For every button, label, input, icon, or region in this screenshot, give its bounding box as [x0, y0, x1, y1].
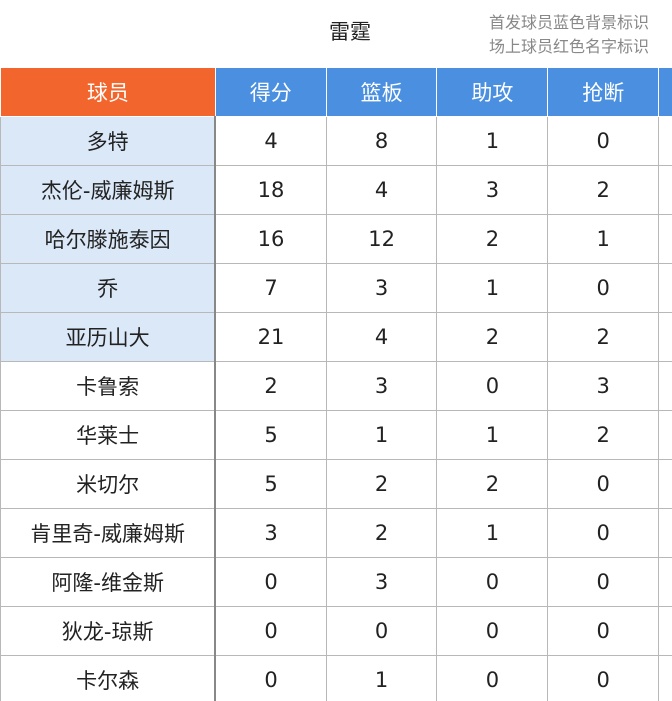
stat-cell: 3: [325, 557, 438, 607]
stat-cell: 5: [214, 459, 327, 509]
column-header: 得分: [214, 67, 327, 117]
stat-cell: 0: [325, 606, 438, 656]
stat-cell: 2: [214, 361, 327, 411]
stat-cell: 16: [214, 214, 327, 264]
table-row: 多特48101: [0, 116, 672, 166]
table-row: 卡鲁索23030: [0, 361, 672, 411]
stat-cell: 4: [325, 312, 438, 362]
stat-cell: 2: [325, 459, 438, 509]
stat-cell: 0: [547, 508, 660, 558]
stat-cell: 7: [214, 263, 327, 313]
stat-cell: 0: [658, 557, 672, 607]
player-name: 亚历山大: [0, 312, 217, 362]
stat-cell: 1: [436, 410, 549, 460]
stat-cell: 12: [325, 214, 438, 264]
stat-cell: 1: [436, 508, 549, 558]
table-row: 米切尔52200: [0, 459, 672, 509]
table-row: 亚历山大214220: [0, 312, 672, 362]
column-header: 助攻: [436, 67, 549, 117]
table-row: 哈尔滕施泰因1612210: [0, 214, 672, 264]
stat-cell: 3: [547, 361, 660, 411]
table-row: 华莱士51121: [0, 410, 672, 460]
stat-cell: 0: [436, 361, 549, 411]
stat-cell: 3: [325, 361, 438, 411]
stat-cell: 0: [658, 459, 672, 509]
stat-cell: 21: [214, 312, 327, 362]
stat-cell: 2: [325, 508, 438, 558]
stat-cell: 0: [658, 214, 672, 264]
stat-cell: 0: [658, 312, 672, 362]
column-header: 篮板: [325, 67, 438, 117]
stat-cell: 0: [547, 655, 660, 701]
table-row: 卡尔森01000: [0, 655, 672, 701]
stat-cell: 2: [547, 410, 660, 460]
stat-cell: 0: [547, 459, 660, 509]
stat-cell: 0: [658, 361, 672, 411]
stat-cell: 8: [325, 116, 438, 166]
stat-cell: 0: [547, 557, 660, 607]
column-header: 球员: [0, 67, 216, 117]
player-name: 米切尔: [0, 459, 217, 509]
player-name: 肯里奇-威廉姆斯: [0, 508, 217, 558]
stat-cell: 2: [436, 312, 549, 362]
stat-cell: 0: [547, 606, 660, 656]
stat-cell: 2: [547, 312, 660, 362]
stat-cell: 0: [547, 116, 660, 166]
player-name: 多特: [0, 116, 217, 166]
table-row: 阿隆-维金斯03000: [0, 557, 672, 607]
player-name: 卡尔森: [0, 655, 217, 701]
stat-cell: 0: [658, 606, 672, 656]
stat-cell: 3: [325, 263, 438, 313]
stat-cell: 3: [436, 165, 549, 215]
table-row: 杰伦-威廉姆斯184323: [0, 165, 672, 215]
note: 场上球员红色名字标识: [489, 37, 650, 56]
stat-cell: 3: [214, 508, 327, 558]
table-row: 乔73100: [0, 263, 672, 313]
stat-cell: 0: [436, 655, 549, 701]
stat-cell: 1: [436, 116, 549, 166]
stat-cell: 4: [214, 116, 327, 166]
stat-cell: 5: [214, 410, 327, 460]
stat-cell: 0: [658, 263, 672, 313]
note: 首发球员蓝色背景标识: [489, 13, 650, 32]
header-row: 球员得分篮板助攻抢断盖帽: [0, 67, 672, 117]
stat-cell: 1: [436, 263, 549, 313]
stat-cell: 1: [325, 410, 438, 460]
table-row: 狄龙-琼斯00000: [0, 606, 672, 656]
stat-cell: 0: [436, 557, 549, 607]
stat-cell: 1: [547, 214, 660, 264]
player-name: 阿隆-维金斯: [0, 557, 217, 607]
player-name: 乔: [0, 263, 217, 313]
stat-cell: 2: [436, 459, 549, 509]
player-name: 华莱士: [0, 410, 217, 460]
stat-cell: 18: [214, 165, 327, 215]
player-name: 杰伦-威廉姆斯: [0, 165, 217, 215]
stat-cell: 0: [658, 655, 672, 701]
stat-cell: 1: [658, 410, 672, 460]
player-name: 卡鲁索: [0, 361, 217, 411]
stat-cell: 0: [214, 557, 327, 607]
stat-cell: 0: [658, 508, 672, 558]
player-name: 狄龙-琼斯: [0, 606, 217, 656]
player-name: 哈尔滕施泰因: [0, 214, 217, 264]
stat-cell: 4: [325, 165, 438, 215]
stat-cell: 0: [214, 606, 327, 656]
stat-cell: 0: [214, 655, 327, 701]
column-header: 盖帽: [658, 67, 672, 117]
title: 雷霆: [329, 20, 371, 44]
stat-cell: 3: [658, 165, 672, 215]
stat-cell: 1: [658, 116, 672, 166]
stat-cell: 2: [547, 165, 660, 215]
stat-cell: 1: [325, 655, 438, 701]
table-row: 肯里奇-威廉姆斯32100: [0, 508, 672, 558]
column-header: 抢断: [547, 67, 660, 117]
stat-cell: 2: [436, 214, 549, 264]
stat-cell: 0: [436, 606, 549, 656]
stat-cell: 0: [547, 263, 660, 313]
stats-table: 球员得分篮板助攻抢断盖帽 多特48101杰伦-威廉姆斯184323哈尔滕施泰因1…: [0, 67, 672, 701]
table-body: 多特48101杰伦-威廉姆斯184323哈尔滕施泰因1612210乔73100亚…: [0, 116, 672, 701]
